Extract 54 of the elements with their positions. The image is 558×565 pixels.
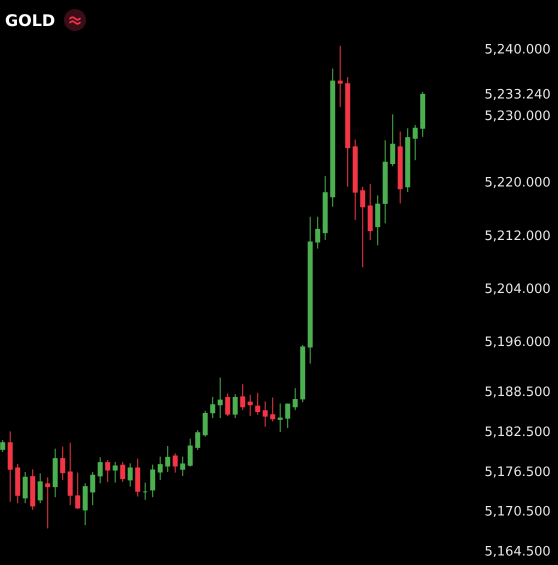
candlestick [158, 456, 163, 480]
candlestick [262, 400, 268, 428]
candlestick [285, 402, 290, 429]
y-tick-label: 5,164.500 [484, 544, 551, 560]
y-tick-label: 5,188.500 [484, 385, 551, 400]
y-tick-label: 5,233.240 [484, 88, 551, 103]
candlestick [360, 186, 366, 268]
candlestick [225, 393, 230, 417]
candlestick [150, 464, 156, 498]
y-tick-label: 5,220.000 [484, 176, 551, 191]
candlestick [38, 472, 43, 504]
candlestick [248, 394, 253, 417]
candlestick [75, 472, 80, 510]
candlestick [195, 430, 200, 451]
candlestick [82, 482, 88, 526]
y-tick-label: 5,196.000 [484, 335, 551, 350]
candlestick [278, 402, 283, 433]
y-tick-label: 5,204.000 [484, 282, 551, 297]
candlestick [180, 456, 186, 476]
candlestick [68, 442, 73, 506]
candlestick [45, 476, 50, 529]
candlestick [232, 394, 238, 419]
y-tick-label: 5,170.500 [484, 504, 551, 520]
y-tick-label: 5,212.000 [484, 228, 551, 244]
candlestick [315, 216, 320, 250]
candlestick [135, 458, 140, 498]
candlestick [390, 114, 396, 167]
candlestick [255, 392, 260, 416]
candlestick [172, 452, 178, 474]
text: GOLD [5, 10, 56, 30]
candlestick [240, 384, 246, 411]
candlestick [338, 45, 343, 108]
y-tick-label: 5,182.500 [484, 424, 551, 440]
candlestick [105, 459, 110, 482]
candlestick [112, 461, 118, 484]
candlestick [90, 471, 96, 506]
candlestick [128, 462, 133, 488]
candlestick [98, 456, 103, 484]
y-tick-label: 5,240.000 [484, 42, 551, 58]
candlestick [188, 438, 193, 468]
candlestick [202, 410, 208, 438]
candlestick [165, 446, 170, 472]
y-tick-label: 5,230.000 [484, 109, 551, 124]
candlestick [218, 377, 223, 419]
candlestick [22, 471, 28, 504]
candlestick [375, 194, 380, 246]
candlestick [0, 440, 6, 452]
candlestick [120, 461, 126, 482]
candlestick [270, 396, 276, 422]
candlestick [60, 446, 66, 480]
y-tick-label: 5,176.500 [484, 464, 551, 480]
candlestick [210, 396, 216, 419]
candlestick [292, 388, 298, 411]
candlestick [412, 124, 418, 161]
